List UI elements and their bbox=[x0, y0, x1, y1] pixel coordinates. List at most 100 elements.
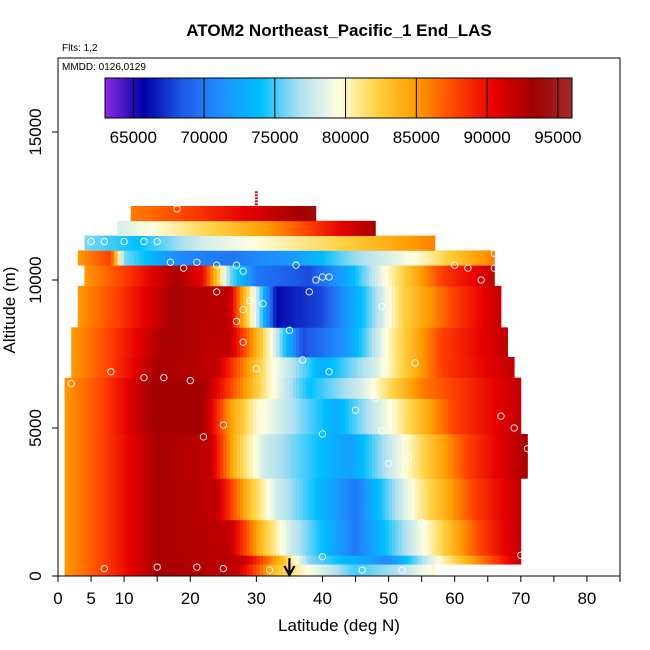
heat-cell bbox=[438, 250, 442, 266]
heat-cell bbox=[67, 398, 72, 435]
heat-cell bbox=[481, 327, 485, 358]
heat-cell bbox=[368, 433, 373, 479]
heat-cell bbox=[454, 377, 459, 399]
heat-cell bbox=[345, 555, 350, 565]
heat-cell bbox=[180, 478, 185, 521]
heat-cell bbox=[289, 555, 294, 565]
heat-cell bbox=[134, 250, 138, 266]
heat-cell bbox=[474, 327, 479, 358]
heat-cell bbox=[100, 478, 105, 521]
heat-cell bbox=[210, 250, 214, 266]
heat-cell bbox=[262, 377, 267, 399]
heat-cell bbox=[451, 433, 456, 479]
heat-cell bbox=[415, 250, 419, 266]
heat-cell bbox=[150, 398, 155, 435]
heat-cell bbox=[339, 398, 343, 435]
heat-cell bbox=[305, 206, 310, 222]
heat-cell bbox=[272, 433, 277, 479]
heat-cell bbox=[127, 564, 132, 576]
heat-cell bbox=[421, 564, 426, 576]
colorbar-segment bbox=[373, 78, 377, 118]
heat-cell bbox=[286, 478, 290, 521]
heat-cell bbox=[319, 220, 323, 236]
heat-cell bbox=[305, 285, 310, 328]
heat-cell bbox=[134, 555, 138, 565]
heat-cell bbox=[315, 478, 320, 521]
heat-cell bbox=[381, 519, 386, 556]
heat-cell bbox=[180, 250, 185, 266]
heat-cell bbox=[352, 555, 356, 565]
heat-cell bbox=[332, 564, 337, 576]
flights-annotation: Flts: 1,2 bbox=[62, 43, 98, 54]
heat-cell bbox=[481, 265, 485, 287]
heat-cell bbox=[444, 285, 449, 328]
heat-cell bbox=[299, 206, 304, 222]
heat-cell bbox=[451, 398, 456, 435]
heat-cell bbox=[424, 285, 429, 328]
heat-cell bbox=[203, 327, 208, 358]
heat-cell bbox=[173, 356, 178, 379]
sample-point bbox=[384, 459, 393, 468]
heat-cell bbox=[150, 235, 155, 251]
heat-cell bbox=[213, 398, 218, 435]
heat-cell bbox=[143, 285, 148, 328]
heat-cell bbox=[213, 519, 218, 556]
sample-point bbox=[166, 258, 175, 266]
heat-cell bbox=[401, 478, 406, 521]
heat-cell bbox=[276, 250, 280, 266]
colorbar-segment bbox=[423, 78, 427, 118]
heat-cell bbox=[454, 433, 459, 479]
heat-cell bbox=[150, 555, 155, 565]
heat-cell bbox=[173, 519, 178, 556]
heat-cell bbox=[345, 250, 350, 266]
heat-cell bbox=[398, 377, 403, 399]
heat-cell bbox=[305, 478, 310, 521]
heat-cell bbox=[292, 377, 297, 399]
heat-cell bbox=[332, 285, 337, 328]
heat-cell bbox=[127, 478, 132, 521]
heat-cell bbox=[150, 356, 155, 379]
heat-cell bbox=[272, 398, 277, 435]
heat-cell bbox=[186, 327, 191, 358]
heat-cell bbox=[395, 285, 399, 328]
sample-point bbox=[186, 376, 194, 385]
heat-cell bbox=[438, 265, 442, 287]
heat-cell bbox=[239, 356, 244, 379]
colorbar-segment bbox=[306, 78, 310, 118]
heat-cell bbox=[315, 285, 320, 328]
heat-cell bbox=[243, 555, 247, 565]
heat-cell bbox=[368, 377, 373, 399]
heat-cell bbox=[352, 519, 356, 556]
heat-cell bbox=[269, 265, 274, 287]
heat-cell bbox=[520, 433, 525, 479]
heat-cell bbox=[477, 433, 482, 479]
heat-cell bbox=[329, 356, 333, 379]
heat-cell bbox=[395, 478, 399, 521]
heat-cell bbox=[219, 377, 224, 399]
heat-cell bbox=[352, 564, 356, 576]
heat-cell bbox=[289, 356, 294, 379]
heat-cell bbox=[461, 265, 466, 287]
heat-cell bbox=[77, 398, 82, 435]
colorbar-segment bbox=[525, 78, 529, 118]
heat-cell bbox=[345, 478, 350, 521]
heat-cell bbox=[87, 235, 92, 251]
heat-cell bbox=[262, 206, 267, 222]
heat-cell bbox=[246, 478, 251, 521]
heat-cell bbox=[134, 265, 138, 287]
heat-cell bbox=[401, 519, 406, 556]
heat-cell bbox=[243, 433, 247, 479]
heat-cell bbox=[292, 433, 297, 479]
heat-cell bbox=[372, 220, 376, 236]
heat-cell bbox=[491, 377, 495, 399]
heat-cell bbox=[206, 377, 211, 399]
heat-cell bbox=[233, 433, 237, 479]
heat-cell bbox=[233, 235, 237, 251]
colorbar-segment bbox=[242, 78, 246, 118]
heat-cell bbox=[246, 398, 251, 435]
heat-cell bbox=[269, 356, 274, 379]
heat-cell bbox=[302, 250, 307, 266]
heat-cell bbox=[130, 433, 135, 479]
colorbar-segment bbox=[536, 78, 541, 118]
colorbar-tick-label: 90000 bbox=[463, 128, 510, 147]
